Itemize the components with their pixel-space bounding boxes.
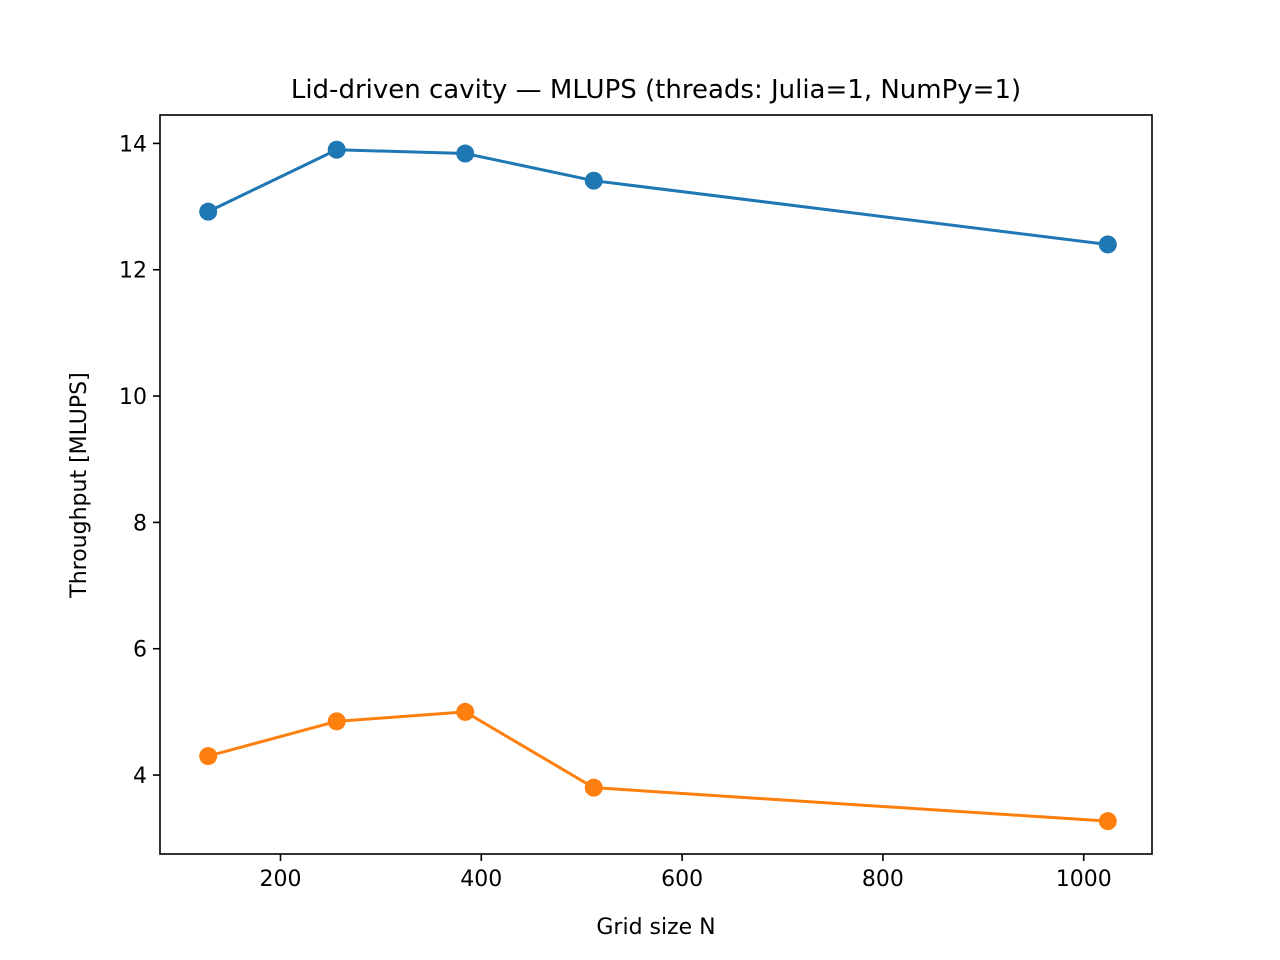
x-axis-ticks: 200 400 600 800 1000 — [259, 854, 1112, 892]
series-2-point — [456, 702, 475, 721]
series-1-point — [1098, 235, 1117, 254]
x-tick-label: 200 — [259, 867, 301, 892]
series-1-point — [199, 202, 218, 221]
series-2-point — [1098, 812, 1117, 831]
y-tick-label: 10 — [119, 385, 147, 410]
series-2-point — [327, 712, 346, 731]
y-tick-label: 12 — [119, 259, 147, 284]
y-tick-label: 8 — [133, 511, 147, 536]
y-tick-label: 14 — [119, 132, 147, 157]
y-tick-label: 4 — [133, 764, 147, 789]
series-1-point — [584, 171, 603, 190]
series-2-point — [584, 778, 603, 797]
series-layer — [199, 140, 1117, 831]
chart-title: Lid-driven cavity — MLUPS (threads: Juli… — [291, 75, 1021, 105]
series-1-point — [456, 144, 475, 163]
axes-frame — [159, 114, 1153, 855]
x-tick-label: 600 — [661, 867, 703, 892]
x-tick-label: 400 — [460, 867, 502, 892]
x-tick-label: 1000 — [1056, 867, 1112, 892]
y-tick-label: 6 — [133, 638, 147, 663]
x-axis-label: Grid size N — [596, 915, 715, 940]
x-tick-label: 800 — [862, 867, 904, 892]
y-axis-ticks: 4 6 8 10 12 14 — [119, 132, 160, 789]
y-axis-label: Throughput [MLUPS] — [67, 372, 92, 598]
series-1-point — [327, 140, 346, 159]
series-2-point — [199, 747, 218, 766]
